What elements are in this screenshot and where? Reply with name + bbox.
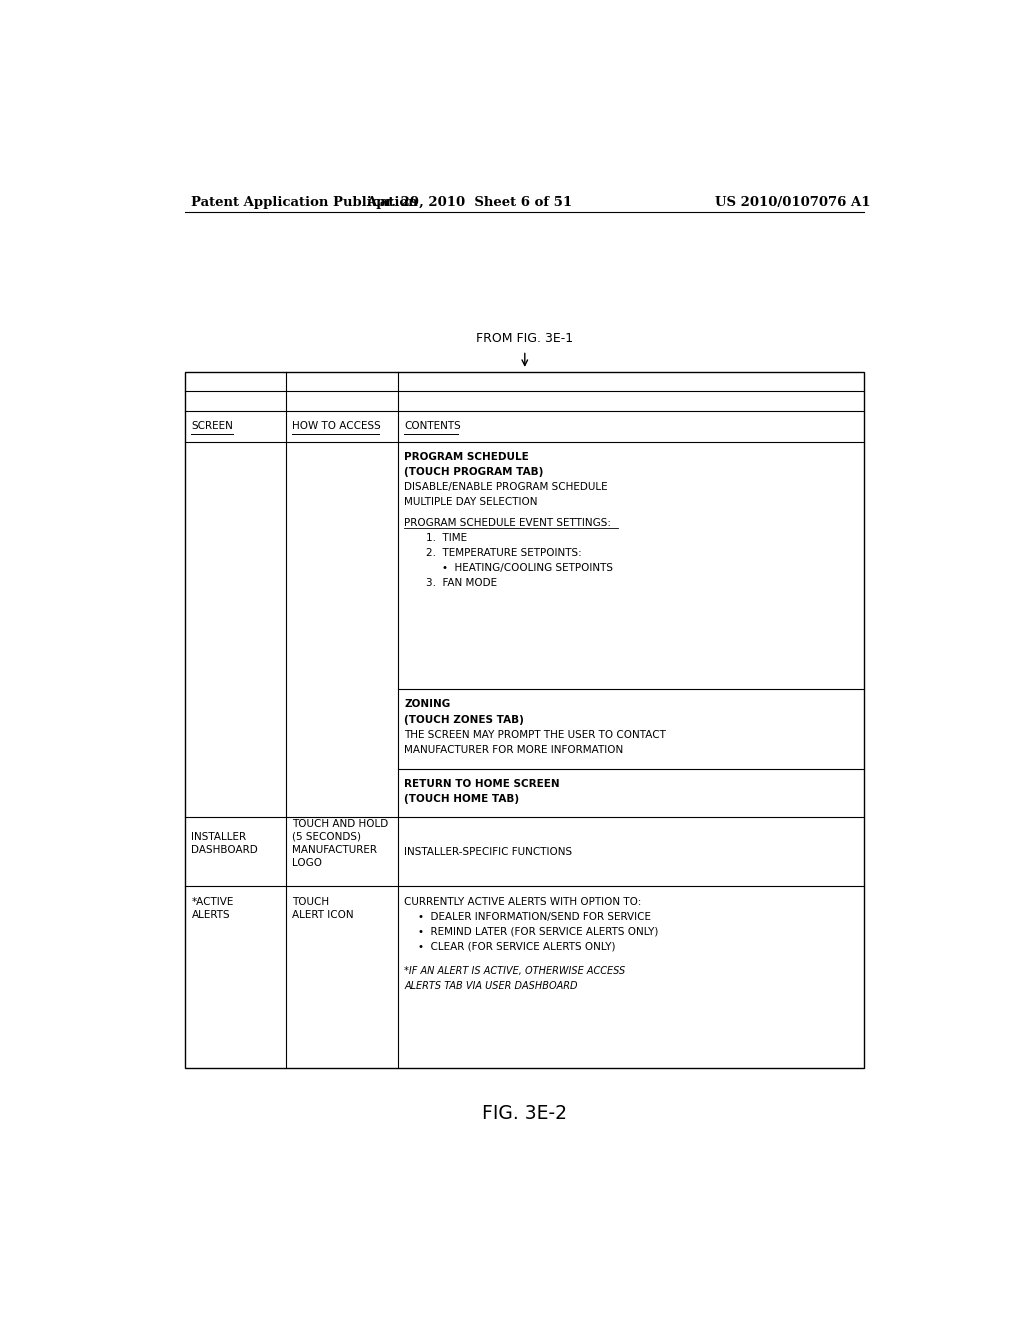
Text: SCREEN: SCREEN <box>191 421 233 432</box>
Text: TOUCH
ALERT ICON: TOUCH ALERT ICON <box>292 896 353 920</box>
Text: *ACTIVE
ALERTS: *ACTIVE ALERTS <box>191 896 233 920</box>
Text: CONTENTS: CONTENTS <box>404 421 461 432</box>
Text: (TOUCH HOME TAB): (TOUCH HOME TAB) <box>404 793 519 804</box>
Text: 3.  FAN MODE: 3. FAN MODE <box>426 578 498 587</box>
Text: ALERTS TAB VIA USER DASHBOARD: ALERTS TAB VIA USER DASHBOARD <box>404 981 578 991</box>
Text: MULTIPLE DAY SELECTION: MULTIPLE DAY SELECTION <box>404 498 538 507</box>
Bar <box>185 372 864 1068</box>
Text: INSTALLER
DASHBOARD: INSTALLER DASHBOARD <box>191 832 258 855</box>
Text: FIG. 3E-2: FIG. 3E-2 <box>482 1105 567 1123</box>
Text: 1.  TIME: 1. TIME <box>426 533 468 543</box>
Text: (TOUCH PROGRAM TAB): (TOUCH PROGRAM TAB) <box>404 467 544 478</box>
Text: THE SCREEN MAY PROMPT THE USER TO CONTACT: THE SCREEN MAY PROMPT THE USER TO CONTAC… <box>404 730 666 739</box>
Text: FROM FIG. 3E-1: FROM FIG. 3E-1 <box>476 331 573 345</box>
Text: CURRENTLY ACTIVE ALERTS WITH OPTION TO:: CURRENTLY ACTIVE ALERTS WITH OPTION TO: <box>404 896 641 907</box>
Text: (TOUCH ZONES TAB): (TOUCH ZONES TAB) <box>404 714 524 725</box>
Text: RETURN TO HOME SCREEN: RETURN TO HOME SCREEN <box>404 779 560 788</box>
Text: MANUFACTURER FOR MORE INFORMATION: MANUFACTURER FOR MORE INFORMATION <box>404 744 624 755</box>
Text: DISABLE/ENABLE PROGRAM SCHEDULE: DISABLE/ENABLE PROGRAM SCHEDULE <box>404 482 607 492</box>
Text: Patent Application Publication: Patent Application Publication <box>191 195 418 209</box>
Text: •  DEALER INFORMATION/SEND FOR SERVICE: • DEALER INFORMATION/SEND FOR SERVICE <box>419 912 651 921</box>
Text: PROGRAM SCHEDULE EVENT SETTINGS:: PROGRAM SCHEDULE EVENT SETTINGS: <box>404 517 611 528</box>
Text: •  HEATING/COOLING SETPOINTS: • HEATING/COOLING SETPOINTS <box>442 562 613 573</box>
Text: ZONING: ZONING <box>404 700 451 709</box>
Text: INSTALLER-SPECIFIC FUNCTIONS: INSTALLER-SPECIFIC FUNCTIONS <box>404 846 572 857</box>
Text: *IF AN ALERT IS ACTIVE, OTHERWISE ACCESS: *IF AN ALERT IS ACTIVE, OTHERWISE ACCESS <box>404 966 626 975</box>
Text: TOUCH AND HOLD
(5 SECONDS)
MANUFACTURER
LOGO: TOUCH AND HOLD (5 SECONDS) MANUFACTURER … <box>292 818 388 869</box>
Text: HOW TO ACCESS: HOW TO ACCESS <box>292 421 381 432</box>
Text: Apr. 29, 2010  Sheet 6 of 51: Apr. 29, 2010 Sheet 6 of 51 <box>367 195 572 209</box>
Text: •  CLEAR (FOR SERVICE ALERTS ONLY): • CLEAR (FOR SERVICE ALERTS ONLY) <box>419 941 615 952</box>
Text: PROGRAM SCHEDULE: PROGRAM SCHEDULE <box>404 453 528 462</box>
Text: 2.  TEMPERATURE SETPOINTS:: 2. TEMPERATURE SETPOINTS: <box>426 548 582 558</box>
Text: US 2010/0107076 A1: US 2010/0107076 A1 <box>715 195 870 209</box>
Text: •  REMIND LATER (FOR SERVICE ALERTS ONLY): • REMIND LATER (FOR SERVICE ALERTS ONLY) <box>419 927 658 937</box>
